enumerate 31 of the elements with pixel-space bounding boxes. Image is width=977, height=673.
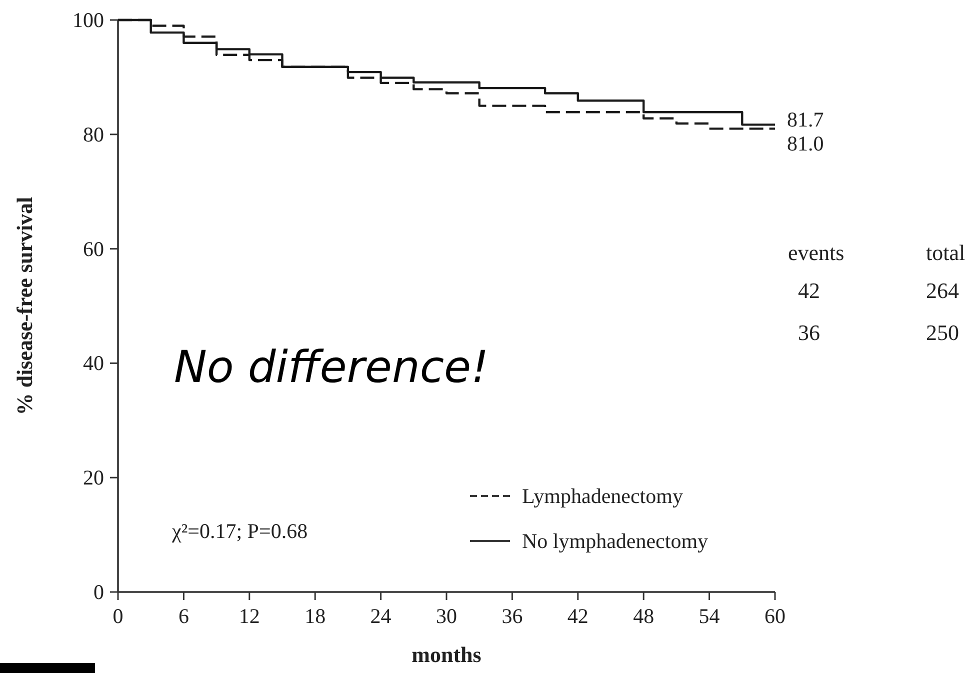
- text: 264: [926, 278, 959, 303]
- text: 36: [798, 320, 820, 345]
- x-tick-label: 54: [698, 604, 720, 628]
- annotation: χ²=0.17; P=0.68: [171, 519, 308, 543]
- annotation: 81.0: [787, 132, 824, 156]
- x-tick-label: 36: [502, 604, 523, 628]
- annotation: No difference!: [174, 342, 489, 393]
- text: total: [926, 240, 966, 265]
- text: 250: [926, 320, 959, 345]
- y-tick-label: 40: [83, 351, 104, 376]
- annotation: 81.7: [787, 108, 824, 132]
- y-tick-label: 60: [83, 236, 104, 261]
- x-tick-label: 48: [633, 604, 654, 628]
- x-tick-label: 6: [178, 604, 189, 628]
- x-tick-label: 12: [238, 604, 260, 628]
- x-tick-label: 60: [764, 604, 786, 628]
- legend-label: No lymphadenectomy: [522, 529, 709, 553]
- y-tick-label: 20: [83, 466, 104, 490]
- text: events: [788, 240, 844, 265]
- x-tick-label: 24: [370, 604, 392, 628]
- y-tick-label: 100: [72, 8, 104, 32]
- x-axis-title: months: [412, 642, 482, 667]
- x-tick-label: 0: [112, 604, 124, 628]
- y-tick-label: 0: [94, 580, 104, 604]
- y-tick-label: 80: [83, 122, 104, 146]
- x-tick-label: 42: [567, 604, 588, 628]
- x-tick-label: 18: [304, 604, 326, 628]
- y-axis-title: % disease-free survival: [12, 196, 37, 416]
- text: 42: [798, 278, 820, 303]
- x-tick-label: 30: [436, 604, 457, 628]
- legend-label: Lymphadenectomy: [522, 484, 684, 508]
